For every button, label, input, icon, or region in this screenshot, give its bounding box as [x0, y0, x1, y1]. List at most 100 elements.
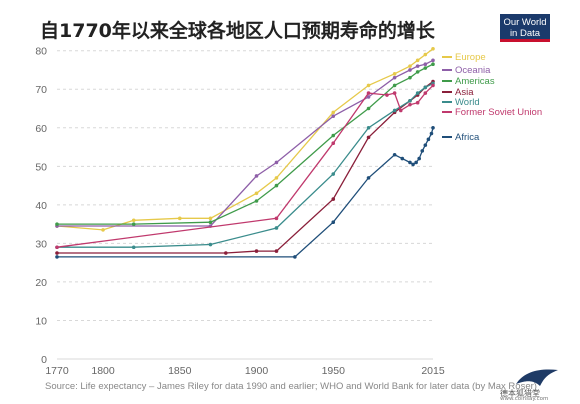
data-point[interactable] — [400, 156, 405, 161]
data-point[interactable] — [420, 149, 425, 153]
data-point[interactable] — [55, 222, 59, 226]
series-line-africa[interactable] — [57, 127, 434, 258]
data-point[interactable] — [423, 85, 428, 90]
data-point[interactable] — [408, 99, 412, 103]
data-point[interactable] — [414, 160, 418, 165]
data-point[interactable] — [331, 220, 336, 224]
data-point[interactable] — [429, 131, 434, 136]
data-point[interactable] — [415, 100, 420, 105]
data-point[interactable] — [415, 91, 420, 95]
data-point[interactable] — [331, 133, 336, 138]
data-point[interactable] — [366, 95, 371, 99]
data-point[interactable] — [55, 255, 59, 259]
data-point[interactable] — [423, 91, 428, 95]
data-point[interactable] — [431, 62, 435, 66]
y-tick-label: 70 — [35, 84, 47, 96]
data-point[interactable] — [224, 251, 228, 255]
data-point[interactable] — [415, 58, 420, 63]
data-point[interactable] — [274, 216, 279, 221]
data-point[interactable] — [423, 143, 428, 147]
data-point[interactable] — [366, 91, 371, 95]
data-point[interactable] — [254, 249, 259, 253]
data-point[interactable] — [101, 228, 105, 232]
fox-logo-icon — [516, 369, 558, 386]
data-point[interactable] — [208, 220, 213, 224]
data-point[interactable] — [398, 108, 403, 113]
data-point[interactable] — [131, 218, 136, 223]
data-point[interactable] — [131, 222, 136, 226]
legend-label[interactable]: Americas — [455, 76, 495, 87]
data-point[interactable] — [431, 125, 435, 130]
data-point[interactable] — [417, 156, 421, 161]
data-point[interactable] — [408, 64, 412, 68]
data-point[interactable] — [392, 83, 397, 88]
data-point[interactable] — [55, 245, 59, 250]
data-point[interactable] — [208, 216, 213, 221]
data-point[interactable] — [331, 141, 336, 145]
data-point[interactable] — [408, 68, 412, 72]
data-point[interactable] — [431, 46, 435, 51]
data-point[interactable] — [415, 70, 420, 74]
legend-label[interactable]: Europe — [455, 52, 486, 63]
data-point[interactable] — [254, 191, 259, 196]
data-point[interactable] — [331, 110, 336, 115]
data-point[interactable] — [254, 174, 259, 178]
legend-label[interactable]: Asia — [455, 87, 474, 98]
gridlines — [57, 50, 433, 360]
source-note: Source: Life expectancy – James Riley fo… — [45, 381, 537, 392]
series-line-europe[interactable] — [56, 48, 434, 231]
data-point[interactable] — [274, 160, 279, 165]
data-point[interactable] — [331, 197, 336, 201]
y-tick-label: 40 — [35, 200, 47, 212]
y-tick-label: 30 — [35, 238, 47, 250]
data-point[interactable] — [331, 114, 336, 119]
data-point[interactable] — [293, 255, 297, 259]
data-point[interactable] — [385, 93, 389, 97]
data-point[interactable] — [392, 108, 397, 113]
y-tick-label: 50 — [35, 161, 47, 173]
data-point[interactable] — [274, 183, 279, 188]
data-point[interactable] — [366, 176, 371, 180]
owid-logo[interactable]: Our World in Data — [500, 14, 550, 42]
data-point[interactable] — [408, 160, 412, 165]
data-point[interactable] — [274, 226, 279, 230]
data-point[interactable] — [366, 125, 371, 130]
data-point[interactable] — [131, 245, 136, 250]
data-point[interactable] — [408, 102, 412, 107]
y-tick-label: 0 — [41, 354, 47, 366]
data-point[interactable] — [392, 152, 397, 157]
data-point[interactable] — [392, 91, 397, 95]
data-point[interactable] — [274, 249, 279, 253]
data-point[interactable] — [423, 52, 428, 57]
data-point[interactable] — [408, 75, 412, 80]
data-point[interactable] — [411, 162, 415, 167]
legend-label[interactable]: Oceania — [455, 65, 491, 76]
data-point[interactable] — [392, 75, 397, 80]
data-point[interactable] — [392, 72, 397, 76]
data-point[interactable] — [431, 58, 435, 63]
axes: 0 10 20 30 40 50 60 70 80 1770 1800 1850 1900 1950 201… — [35, 46, 445, 377]
data-point[interactable] — [431, 83, 435, 88]
series-line-oceania[interactable] — [57, 59, 434, 227]
data-point[interactable] — [366, 106, 371, 111]
data-point[interactable] — [366, 135, 371, 140]
data-point[interactable] — [254, 199, 259, 203]
y-tick-label: 60 — [35, 123, 47, 135]
data-point[interactable] — [208, 242, 213, 247]
legend-label[interactable]: Africa — [455, 132, 480, 143]
data-point[interactable] — [55, 251, 59, 255]
chart-title: 自1770年以来全球各地区人口预期寿命的增长 — [40, 20, 435, 42]
data-point[interactable] — [177, 216, 182, 221]
legend-label[interactable]: Former Soviet Union — [455, 107, 542, 118]
data-point[interactable] — [331, 172, 336, 176]
data-point[interactable] — [366, 83, 371, 88]
data-point[interactable] — [423, 66, 428, 70]
data-point[interactable] — [415, 64, 420, 68]
legend-label[interactable]: World — [455, 97, 480, 108]
watermark: 德本狐猎堂 www.coinsay.com — [492, 366, 572, 402]
data-point[interactable] — [423, 62, 428, 66]
data-point[interactable] — [274, 176, 279, 180]
data-point[interactable] — [426, 137, 431, 142]
